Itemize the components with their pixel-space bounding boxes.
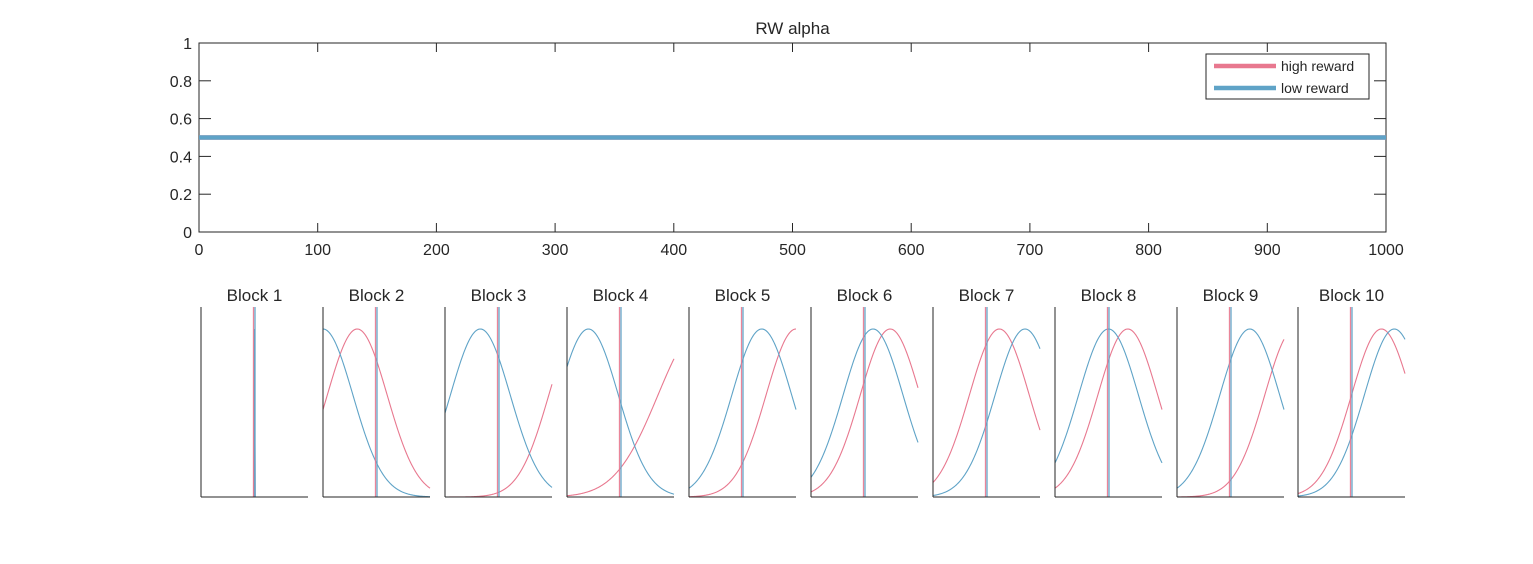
legend-box xyxy=(1205,53,1370,100)
block-panel-10: Block 10 xyxy=(1297,286,1406,498)
x-tick-label: 900 xyxy=(1254,242,1281,259)
main-plot: RW alpha 0 100 200 300 400 500 600 700 800 900 1000… xyxy=(170,19,1404,259)
block-2-title: Block 2 xyxy=(349,286,405,305)
y-tick-label: 0.6 xyxy=(170,112,192,129)
y-tick-label: 1 xyxy=(183,36,192,53)
y-tick-label: 0 xyxy=(183,225,192,242)
block-panel-9: Block 9 xyxy=(1176,286,1285,498)
x-tick-label: 1000 xyxy=(1368,242,1404,259)
block-panel-1: Block 1 xyxy=(200,286,308,498)
block-panel-6: Block 6 xyxy=(810,286,919,498)
block-8-title: Block 8 xyxy=(1081,286,1137,305)
x-tick-label: 200 xyxy=(423,242,450,259)
x-tick-label: 500 xyxy=(779,242,806,259)
legend-label-high-reward: high reward xyxy=(1281,58,1354,74)
main-title: RW alpha xyxy=(755,19,830,38)
block-panel-5: Block 5 xyxy=(688,286,797,498)
x-tick-label: 100 xyxy=(304,242,331,259)
block-3-title: Block 3 xyxy=(471,286,527,305)
legend-label-low-reward: low reward xyxy=(1281,80,1349,96)
y-tick-label: 0.4 xyxy=(170,149,192,166)
block-panel-7: Block 7 xyxy=(932,286,1041,498)
block-1-title: Block 1 xyxy=(227,286,283,305)
x-tick-label: 700 xyxy=(1017,242,1044,259)
block-panel-2: Block 2 xyxy=(322,286,431,498)
x-tick-label: 400 xyxy=(660,242,687,259)
block-plots: Block 1 Block 2 Block 3 Block 4 Block 5 Block… xyxy=(200,286,1406,498)
y-tick-label: 0.2 xyxy=(170,187,192,204)
x-tick-label: 800 xyxy=(1135,242,1162,259)
block-7-title: Block 7 xyxy=(959,286,1015,305)
block-10-title: Block 10 xyxy=(1319,286,1384,305)
block-4-title: Block 4 xyxy=(593,286,649,305)
block-9-title: Block 9 xyxy=(1203,286,1259,305)
x-tick-label: 300 xyxy=(542,242,569,259)
block-panel-3: Block 3 xyxy=(444,286,553,498)
block-5-title: Block 5 xyxy=(715,286,771,305)
y-tick-label: 0.8 xyxy=(170,74,192,91)
block-panel-4: Block 4 xyxy=(566,286,675,498)
block-6-title: Block 6 xyxy=(837,286,893,305)
block-panel-8: Block 8 xyxy=(1054,286,1163,498)
x-tick-label: 0 xyxy=(195,242,204,259)
x-tick-label: 600 xyxy=(898,242,925,259)
